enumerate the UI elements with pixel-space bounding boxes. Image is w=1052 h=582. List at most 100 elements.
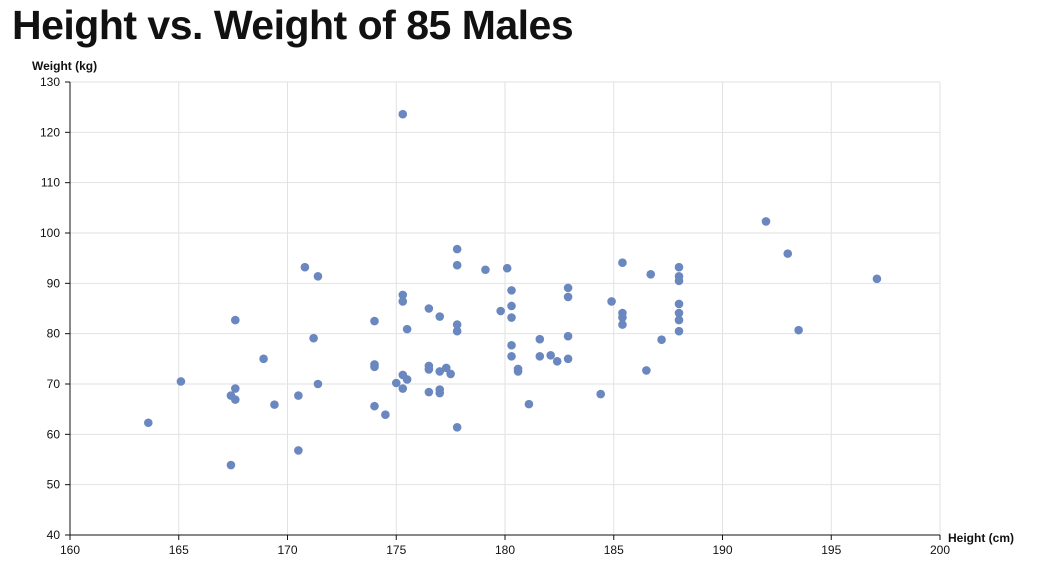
data-point bbox=[370, 401, 379, 411]
y-tick-label: 80 bbox=[47, 327, 61, 341]
data-point bbox=[402, 324, 412, 334]
data-point bbox=[452, 326, 462, 336]
data-point bbox=[618, 313, 627, 322]
x-tick-label: 185 bbox=[604, 543, 624, 557]
data-point bbox=[674, 276, 684, 286]
data-point bbox=[596, 389, 605, 399]
data-point bbox=[452, 244, 462, 254]
data-point bbox=[313, 379, 323, 389]
y-tick-label: 90 bbox=[47, 276, 61, 290]
data-point bbox=[452, 422, 462, 432]
data-point bbox=[226, 460, 236, 470]
data-point bbox=[452, 320, 462, 329]
data-point bbox=[398, 109, 408, 119]
data-point bbox=[535, 352, 545, 361]
data-point bbox=[607, 297, 616, 306]
data-point bbox=[370, 316, 379, 326]
data-point bbox=[563, 331, 573, 341]
data-point bbox=[391, 378, 401, 388]
data-point bbox=[657, 335, 666, 345]
data-point bbox=[441, 363, 451, 373]
data-point bbox=[402, 375, 412, 384]
data-point bbox=[398, 384, 408, 393]
x-tick-label: 180 bbox=[495, 543, 515, 557]
data-point bbox=[452, 260, 462, 270]
y-tick-label: 40 bbox=[47, 528, 61, 542]
data-point bbox=[309, 333, 318, 343]
data-point bbox=[552, 357, 562, 366]
x-axis-label: Height (cm) bbox=[948, 531, 1014, 545]
data-point bbox=[507, 352, 516, 361]
data-point bbox=[563, 283, 573, 293]
data-point bbox=[435, 388, 445, 398]
data-point bbox=[231, 395, 240, 404]
y-tick-label: 100 bbox=[40, 226, 60, 240]
data-points bbox=[144, 109, 882, 470]
x-tick-label: 175 bbox=[386, 543, 406, 557]
data-point bbox=[381, 410, 390, 420]
data-point bbox=[618, 258, 627, 267]
data-point bbox=[642, 366, 651, 375]
y-tick-label: 60 bbox=[47, 427, 61, 441]
data-point bbox=[176, 377, 186, 386]
data-point bbox=[513, 367, 523, 376]
data-point bbox=[674, 315, 684, 325]
data-point bbox=[563, 292, 573, 302]
x-tick-label: 160 bbox=[60, 543, 80, 557]
data-point bbox=[674, 299, 684, 309]
data-point bbox=[674, 262, 684, 272]
data-point bbox=[535, 334, 545, 344]
data-point bbox=[674, 326, 684, 336]
x-tick-label: 190 bbox=[712, 543, 732, 557]
data-point bbox=[259, 354, 268, 364]
data-point bbox=[794, 325, 803, 335]
data-point bbox=[398, 290, 408, 300]
y-tick-label: 120 bbox=[40, 125, 60, 139]
x-tick-label: 170 bbox=[277, 543, 297, 557]
x-tick-label: 195 bbox=[821, 543, 841, 557]
data-point bbox=[294, 391, 303, 400]
y-tick-label: 70 bbox=[47, 377, 61, 391]
data-point bbox=[446, 369, 455, 379]
chart-title: Height vs. Weight of 85 Males bbox=[12, 2, 574, 48]
data-point bbox=[294, 446, 303, 455]
data-point bbox=[761, 217, 771, 226]
x-tick-label: 200 bbox=[930, 543, 950, 557]
data-point bbox=[563, 354, 573, 364]
data-point bbox=[481, 265, 490, 275]
data-point bbox=[424, 387, 434, 397]
data-point bbox=[313, 271, 323, 281]
data-point bbox=[524, 399, 534, 409]
data-point bbox=[507, 313, 516, 322]
data-point bbox=[231, 384, 240, 393]
data-point bbox=[872, 274, 882, 284]
data-point bbox=[646, 269, 656, 279]
data-point bbox=[300, 262, 310, 272]
y-axis-label: Weight (kg) bbox=[32, 59, 97, 73]
x-tick-label: 165 bbox=[169, 543, 189, 557]
data-point bbox=[270, 400, 279, 409]
data-point bbox=[546, 351, 555, 360]
tick-labels: 160 165 170 175 180 185 190 195 200 40 50 60 70 80 90 1… bbox=[40, 75, 950, 557]
data-point bbox=[231, 315, 240, 325]
y-tick-label: 50 bbox=[47, 478, 61, 492]
y-tick-label: 110 bbox=[41, 176, 60, 190]
data-point bbox=[370, 362, 379, 372]
data-point bbox=[435, 367, 445, 376]
data-point bbox=[398, 297, 408, 306]
data-point bbox=[435, 312, 445, 321]
data-point bbox=[507, 286, 516, 295]
y-tick-label: 130 bbox=[40, 75, 60, 89]
data-point bbox=[507, 301, 516, 311]
data-point bbox=[144, 418, 153, 428]
data-point bbox=[496, 306, 505, 316]
axes bbox=[65, 81, 941, 540]
data-point bbox=[618, 320, 627, 329]
data-point bbox=[502, 263, 512, 273]
gridlines bbox=[70, 81, 941, 535]
data-point bbox=[783, 249, 793, 258]
data-point bbox=[507, 340, 516, 350]
data-point bbox=[674, 308, 684, 318]
data-point bbox=[424, 365, 434, 374]
